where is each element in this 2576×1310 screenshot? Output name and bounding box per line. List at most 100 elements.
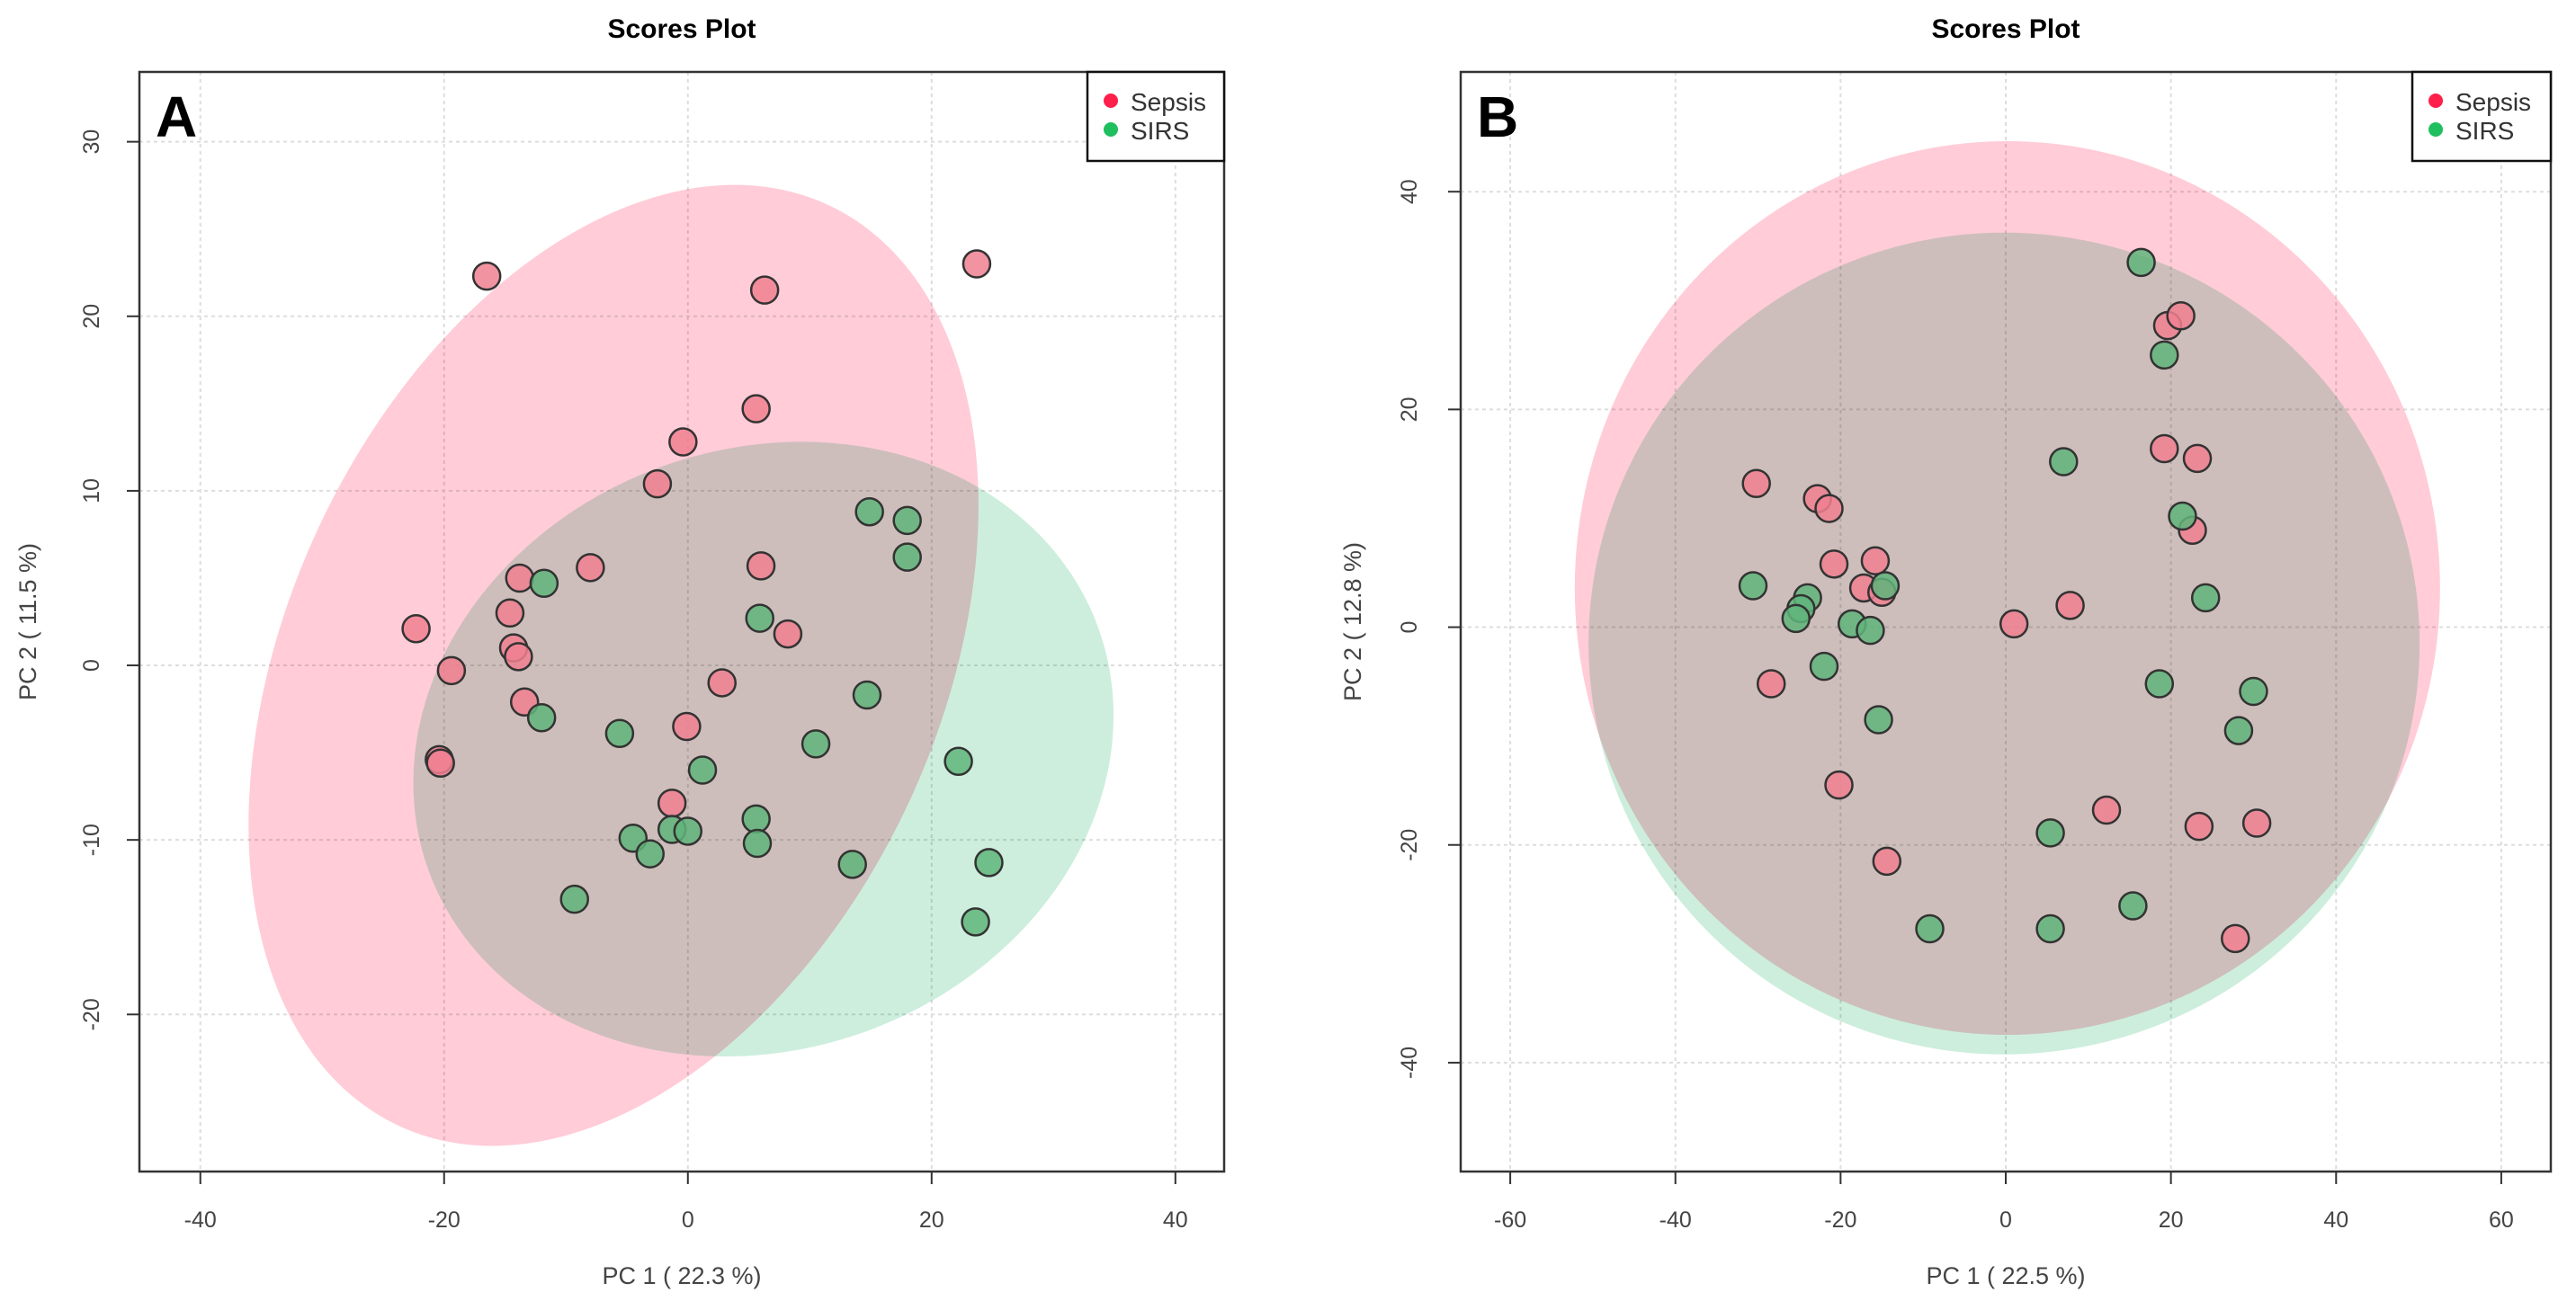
sirs-point xyxy=(837,850,867,879)
sepsis-point xyxy=(436,655,467,686)
legend-label: Sepsis xyxy=(1131,88,1206,116)
x-tick-label: 40 xyxy=(1163,1208,1188,1233)
y-tick-label: 30 xyxy=(79,129,104,155)
sirs-legend-marker xyxy=(2428,122,2443,137)
sirs-point xyxy=(961,907,990,937)
y-tick-label: -10 xyxy=(79,824,104,856)
sepsis-point xyxy=(749,275,780,305)
sepsis-point xyxy=(425,748,455,778)
sepsis-point xyxy=(657,789,687,818)
sepsis-point xyxy=(1756,669,1786,699)
y-tick-label: 20 xyxy=(1397,397,1422,422)
sepsis-point xyxy=(1824,770,1854,800)
x-tick-label: -40 xyxy=(184,1208,217,1233)
sirs-point xyxy=(892,542,922,572)
sirs-point xyxy=(1915,913,1945,944)
sepsis-point xyxy=(2241,808,2272,838)
sirs-point xyxy=(2223,716,2254,745)
y-tick-label: -20 xyxy=(1397,829,1422,861)
sirs-point xyxy=(1809,651,1839,682)
sirs-point xyxy=(604,718,635,748)
y-axis-label: PC 2 ( 11.5 %) xyxy=(14,543,41,700)
x-tick-label: 20 xyxy=(919,1208,944,1233)
sepsis-point xyxy=(668,427,698,457)
sepsis-point xyxy=(746,551,776,581)
sepsis-point xyxy=(1999,609,2029,639)
panel-B: Scores Plot -60 -40 -20 0 20 40 60 -40 -20 0 20 40 PC… xyxy=(1339,14,2553,1289)
sirs-point xyxy=(2118,891,2148,921)
sirs-point xyxy=(1738,571,1768,601)
sepsis-point xyxy=(1741,468,1771,498)
legend-box xyxy=(2411,70,2553,163)
sepsis-point xyxy=(401,614,431,644)
plot-frame xyxy=(138,70,1226,1173)
sepsis-point xyxy=(2182,443,2213,474)
sirs-point xyxy=(2126,247,2156,278)
sepsis-point xyxy=(1860,546,1891,575)
sepsis-point xyxy=(2184,811,2214,842)
x-tick-label: 40 xyxy=(2323,1208,2348,1233)
x-tick-label: -20 xyxy=(1824,1208,1856,1233)
y-tick-label: 0 xyxy=(1397,621,1422,634)
sepsis-legend-marker xyxy=(1104,94,1118,108)
sepsis-point xyxy=(2221,923,2250,954)
sirs-confidence-ellipse xyxy=(1588,232,2420,1055)
sepsis-point xyxy=(2150,433,2179,464)
panel-A: Scores Plot -40 -20 0 20 40 -20 -10 0 10 20 30 PC 1 … xyxy=(14,14,1226,1289)
x-tick-label: -40 xyxy=(1659,1208,1692,1233)
legend-box xyxy=(1086,70,1226,163)
sirs-point xyxy=(745,603,774,633)
sirs-point xyxy=(801,729,831,759)
sirs-point xyxy=(559,884,590,914)
sepsis-point xyxy=(1814,494,1844,523)
sirs-point xyxy=(742,828,773,859)
sirs-point xyxy=(1781,603,1811,634)
y-tick-label: 40 xyxy=(1397,179,1422,204)
x-tick-label: 60 xyxy=(2489,1208,2514,1233)
sirs-legend-marker xyxy=(1104,122,1118,137)
sirs-point xyxy=(1870,571,1901,601)
sirs-point xyxy=(2144,669,2175,699)
panel-letter: B xyxy=(1477,85,1518,149)
chart-title: Scores Plot xyxy=(607,14,756,44)
sirs-point xyxy=(854,496,884,527)
y-tick-label: 10 xyxy=(79,478,104,504)
sepsis-point xyxy=(495,598,525,628)
sirs-point xyxy=(944,746,973,777)
x-tick-label: -60 xyxy=(1494,1208,1526,1233)
panel-letter: A xyxy=(156,85,197,149)
sepsis-point xyxy=(2055,591,2085,620)
y-tick-label: 20 xyxy=(79,304,104,329)
y-tick-label: -40 xyxy=(1397,1047,1422,1079)
sirs-point xyxy=(529,568,559,599)
sirs-point xyxy=(1864,705,1893,735)
x-tick-label: 0 xyxy=(682,1208,694,1233)
sirs-point xyxy=(687,755,718,785)
sirs-point xyxy=(1856,615,1885,646)
sepsis-point xyxy=(505,563,535,593)
sepsis-point xyxy=(2091,795,2122,825)
sirs-point xyxy=(2168,501,2197,531)
sepsis-point xyxy=(962,249,992,279)
sirs-point xyxy=(2190,583,2221,613)
sirs-point xyxy=(2035,913,2065,944)
sepsis-point xyxy=(741,394,771,423)
sirs-point xyxy=(526,703,557,733)
x-tick-label: 20 xyxy=(2159,1208,2184,1233)
legend-label: Sepsis xyxy=(2455,88,2531,116)
x-tick-label: 0 xyxy=(1999,1208,2012,1233)
sirs-point xyxy=(673,816,703,846)
sirs-point xyxy=(2035,818,2065,848)
x-axis-label: PC 1 ( 22.3 %) xyxy=(602,1262,761,1289)
sirs-point xyxy=(635,839,666,869)
legend-label: SIRS xyxy=(1131,117,1189,145)
y-tick-label: -20 xyxy=(79,998,104,1030)
sepsis-point xyxy=(1819,549,1849,579)
x-tick-label: -20 xyxy=(428,1208,461,1233)
sirs-point xyxy=(741,804,771,834)
sepsis-point xyxy=(642,468,673,499)
sirs-point xyxy=(2239,676,2268,707)
